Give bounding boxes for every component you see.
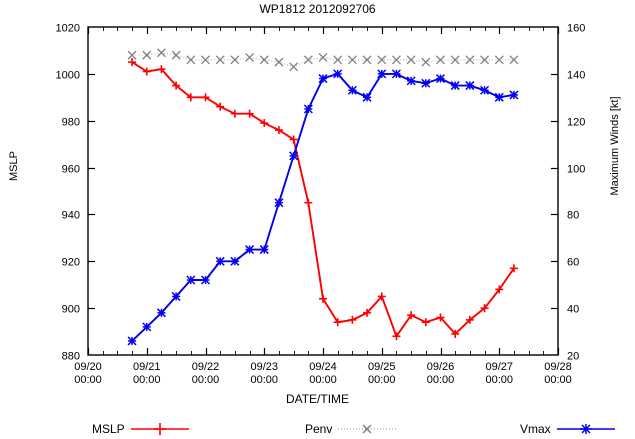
svg-text:09/27: 09/27 [485,361,513,373]
svg-text:00:00: 00:00 [427,374,455,386]
svg-text:1020: 1020 [56,23,80,35]
x-axis-label: DATE/TIME [285,392,350,406]
svg-text:09/21: 09/21 [133,361,161,373]
svg-text:00:00: 00:00 [368,374,396,386]
svg-text:960: 960 [62,164,80,176]
chart-legend: MSLP Penv Vmax [0,421,635,439]
legend-label-penv: Penv [305,421,333,436]
chart-title: WP1812 2012092706 [259,2,376,16]
svg-text:880: 880 [62,351,80,363]
legend-swatch-penv [338,423,397,435]
svg-text:00:00: 00:00 [74,374,102,386]
series-mslp [128,58,518,341]
svg-text:20: 20 [567,351,579,363]
y-axis-left-ticks: 880 900 920 940 960 980 1000 1020 [56,23,95,363]
svg-text:80: 80 [567,210,579,222]
legend-swatch-vmax [556,423,615,435]
svg-text:00:00: 00:00 [133,374,161,386]
svg-text:09/23: 09/23 [250,361,278,373]
svg-text:60: 60 [567,257,579,269]
svg-text:09/22: 09/22 [192,361,220,373]
y-axis-right-ticks: 20 40 60 80 100 120 140 160 [551,23,585,363]
legend-item-penv: Penv [305,421,397,436]
svg-text:140: 140 [567,70,585,82]
svg-text:100: 100 [567,164,585,176]
svg-text:940: 940 [62,210,80,222]
series-vmax [127,69,519,346]
legend-swatch-mslp [130,422,189,435]
svg-text:09/25: 09/25 [368,361,396,373]
legend-label-vmax: Vmax [520,421,551,436]
svg-text:00:00: 00:00 [544,374,572,386]
legend-label-mslp: MSLP [92,421,125,436]
svg-text:120: 120 [567,117,585,129]
svg-text:09/24: 09/24 [309,361,337,373]
svg-text:40: 40 [567,304,579,316]
x-axis-ticks [87,27,560,355]
svg-text:980: 980 [62,117,80,129]
svg-text:900: 900 [62,304,80,316]
svg-text:00:00: 00:00 [485,374,513,386]
legend-item-mslp: MSLP [92,421,189,436]
svg-text:160: 160 [567,23,585,35]
series-penv [127,48,519,72]
svg-text:920: 920 [62,257,80,269]
svg-text:00:00: 00:00 [192,374,220,386]
svg-text:09/26: 09/26 [427,361,455,373]
x-axis-tick-labels: 09/2000:0009/2100:0009/2200:0009/2300:00… [74,361,572,386]
svg-text:09/20: 09/20 [74,361,102,373]
legend-item-vmax: Vmax [520,421,615,436]
svg-text:00:00: 00:00 [309,374,337,386]
svg-text:09/28: 09/28 [544,361,572,373]
svg-text:1000: 1000 [56,70,80,82]
svg-text:00:00: 00:00 [250,374,278,386]
